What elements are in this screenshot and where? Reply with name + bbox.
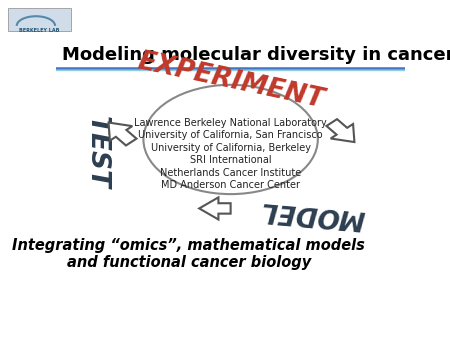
Text: Modeling molecular diversity in cancer: Modeling molecular diversity in cancer	[62, 46, 450, 64]
Text: Integrating “omics”, mathematical models
and functional cancer biology: Integrating “omics”, mathematical models…	[12, 238, 365, 270]
Text: Integrative Cancer
Biology Program: Integrative Cancer Biology Program	[249, 304, 323, 317]
Text: University of California, Berkeley: University of California, Berkeley	[151, 143, 310, 152]
FancyArrow shape	[199, 197, 230, 219]
Text: Netherlands Cancer Institute: Netherlands Cancer Institute	[160, 168, 301, 177]
Text: SRI International: SRI International	[190, 155, 271, 165]
Bar	[8, 8, 71, 31]
Text: University of California, San Francisco: University of California, San Francisco	[138, 130, 323, 140]
Text: TEST: TEST	[83, 116, 109, 189]
FancyArrow shape	[108, 123, 136, 145]
Text: $\frac{\partial n}{\partial t} = D_0\nabla^2 n - \chi\nabla\cdot(n\nabla f)$: $\frac{\partial n}{\partial t} = D_0\nab…	[344, 307, 428, 323]
FancyArrow shape	[327, 119, 355, 142]
Text: BERKELEY LAB: BERKELEY LAB	[19, 28, 59, 33]
Text: MODEL: MODEL	[259, 196, 366, 231]
Text: Lawrence Berkeley National Laboratory: Lawrence Berkeley National Laboratory	[134, 118, 327, 127]
Text: EXPERIMENT: EXPERIMENT	[135, 48, 326, 113]
Text: MD Anderson Cancer Center: MD Anderson Cancer Center	[161, 180, 300, 190]
